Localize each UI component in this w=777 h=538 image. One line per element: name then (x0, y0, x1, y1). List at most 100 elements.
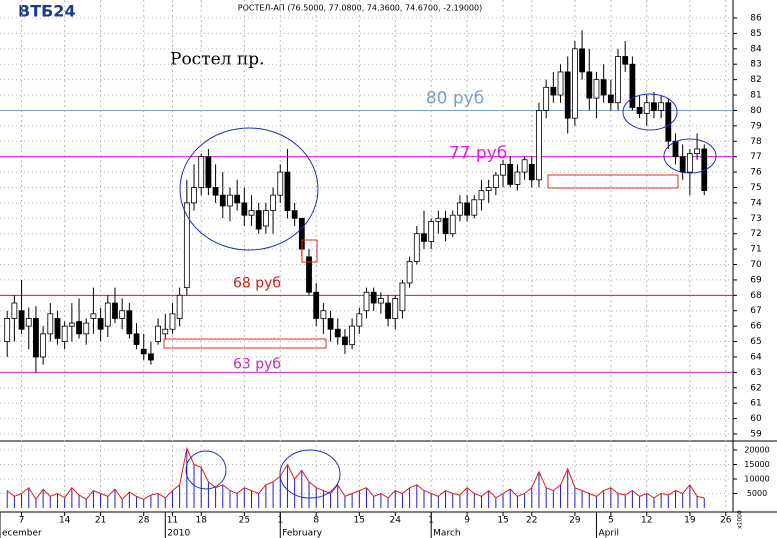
month-label: ecember (2, 529, 42, 538)
candle-body (399, 282, 406, 312)
candle-body (622, 56, 629, 65)
candle-body (219, 194, 226, 207)
candle-body (18, 310, 25, 330)
candle-body (449, 214, 456, 235)
x-tick-label: 5 (608, 516, 614, 526)
candle-body (112, 302, 118, 319)
candle-body (227, 194, 233, 207)
y-tick-label: 83 (750, 60, 761, 70)
candle-body (47, 313, 54, 335)
y-tick-label: 59 (750, 430, 762, 440)
candle-body (600, 79, 607, 96)
candle-body (636, 106, 643, 114)
y-tick-label: 60 (750, 414, 762, 424)
volume-tick-label: 15000 (744, 460, 769, 469)
level-label: 80 руб (426, 88, 484, 108)
candle-body (579, 48, 585, 73)
candle-body (183, 202, 190, 289)
y-tick-label: 62 (750, 383, 761, 393)
candle-body (212, 187, 219, 196)
candle-body (33, 318, 39, 358)
candle-body (313, 291, 320, 319)
chart-title: РОСТЕЛ-АП (76.5000, 77.0800, 74.3600, 74… (238, 4, 482, 13)
candle-body (557, 71, 564, 96)
candle-body (334, 328, 341, 338)
candle-body (679, 156, 686, 173)
y-tick-label: 61 (750, 399, 761, 409)
x-tick-label: 26 (720, 516, 732, 526)
candle-body (148, 353, 154, 361)
y-tick-label: 77 (750, 152, 761, 162)
candle-body (162, 328, 169, 335)
ellipse (622, 93, 678, 131)
volume-line (6, 446, 705, 501)
candle-body (4, 318, 11, 342)
y-tick-label: 76 (750, 168, 762, 178)
y-tick-label: 65 (750, 337, 761, 347)
candle-body (500, 163, 506, 176)
box (301, 239, 318, 263)
candle-body (672, 140, 679, 158)
candle-body (413, 233, 420, 262)
candle-body (248, 210, 255, 216)
y-tick-label: 82 (750, 75, 761, 85)
y-tick-label: 71 (750, 245, 761, 255)
candle-body (155, 325, 161, 342)
candle-body (176, 294, 183, 319)
volume-tick-label: 10000 (744, 475, 769, 484)
candle-body (90, 313, 97, 319)
candle-body (607, 94, 614, 104)
x-tick-label: 29 (569, 516, 581, 526)
ellipse (179, 127, 319, 251)
y-tick-label: 78 (750, 137, 762, 147)
candle-body (270, 194, 276, 211)
candle-body (593, 79, 600, 99)
candle-body (277, 171, 284, 196)
candle-body (471, 199, 478, 216)
candle-body (356, 313, 363, 327)
candle-body (54, 318, 61, 339)
y-tick-label: 67 (750, 306, 761, 316)
ellipse (185, 450, 227, 490)
note: Ростел пр. (170, 50, 264, 70)
candle-body (262, 210, 269, 227)
month-label: April (598, 529, 619, 538)
x-tick-label: 22 (526, 516, 537, 526)
candle-body (521, 159, 528, 173)
candle-body (507, 163, 514, 185)
ellipse (279, 449, 341, 499)
y-tick-label: 80 (750, 106, 762, 116)
candle-body (25, 318, 32, 327)
candle-body (586, 71, 593, 99)
y-tick-label: 84 (750, 44, 762, 54)
candle-body (464, 202, 471, 216)
candle-body (528, 163, 535, 181)
ellipse (663, 138, 717, 174)
candle-body (76, 321, 82, 335)
level-label: 77 руб (449, 144, 507, 164)
candle-body (615, 56, 621, 104)
candle-body (536, 110, 542, 181)
candle-body (514, 171, 521, 185)
candle-body (83, 322, 90, 335)
y-tick-label: 72 (750, 229, 761, 239)
y-tick-label: 66 (750, 322, 762, 332)
candle-body (205, 156, 212, 188)
volume-tick-label: 20000 (744, 446, 769, 455)
candle-body (421, 233, 427, 242)
candle-body (572, 48, 578, 119)
x-tick-label: 14 (59, 516, 71, 526)
x-tick-label: 25 (239, 516, 250, 526)
candle-body (665, 102, 672, 142)
candle-body (564, 71, 571, 119)
candle-body (349, 325, 356, 346)
candle-body (543, 86, 550, 111)
candle-body (126, 310, 133, 335)
candle-body (694, 148, 700, 154)
candle-body (392, 298, 399, 319)
candle-body (40, 333, 47, 358)
y-tick-label: 64 (750, 352, 762, 362)
x-tick-label: 15 (497, 516, 508, 526)
y-tick-label: 69 (750, 275, 762, 285)
